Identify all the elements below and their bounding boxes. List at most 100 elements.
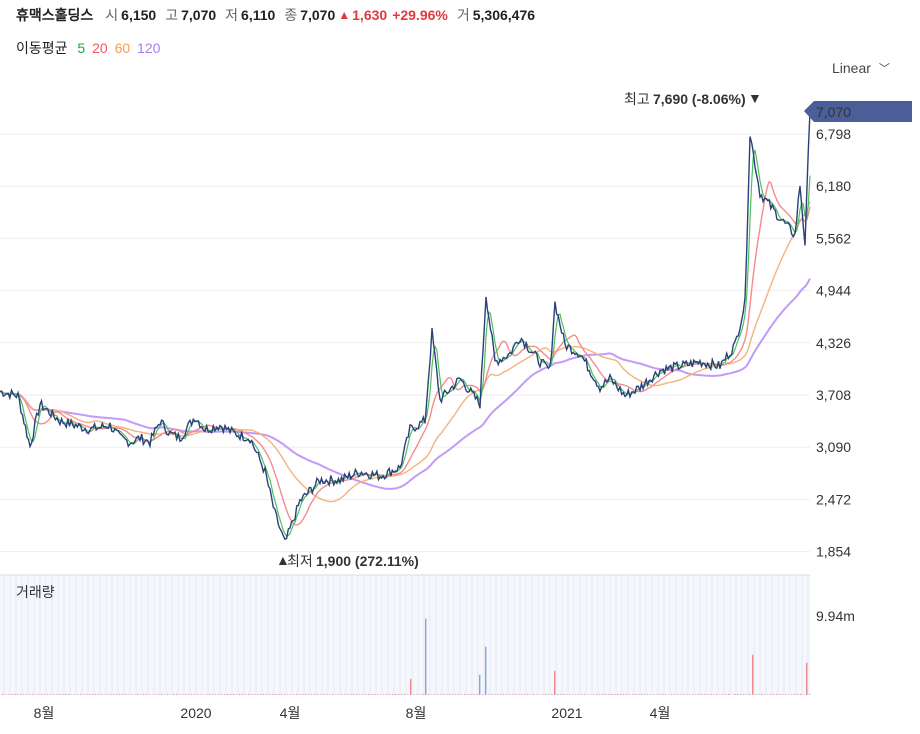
volume-bar bbox=[704, 694, 706, 695]
volume-bar bbox=[44, 694, 46, 695]
ma-20-line bbox=[0, 180, 811, 526]
volume-bar bbox=[650, 694, 652, 695]
volume-bar bbox=[434, 694, 436, 695]
volume-bar bbox=[482, 694, 484, 695]
volume-bar bbox=[26, 694, 28, 695]
volume-bar bbox=[683, 694, 685, 695]
volume-bar bbox=[605, 694, 607, 695]
volume-bar bbox=[485, 646, 487, 695]
volume-bar bbox=[50, 694, 52, 695]
volume-value: 5,306,476 bbox=[472, 7, 536, 23]
volume-bar bbox=[233, 694, 235, 695]
volume-bar bbox=[437, 694, 439, 695]
volume-bar bbox=[803, 694, 805, 695]
volume-bar bbox=[695, 694, 697, 695]
volume-bar bbox=[542, 694, 544, 695]
volume-bar bbox=[272, 694, 274, 695]
volume-bar bbox=[782, 694, 784, 695]
volume-bar bbox=[386, 694, 388, 695]
volume-bar bbox=[11, 694, 13, 695]
volume-bar bbox=[122, 694, 124, 695]
volume-bar bbox=[158, 694, 160, 695]
volume-bar bbox=[449, 694, 451, 695]
volume-bar bbox=[95, 694, 97, 695]
volume-bar bbox=[512, 694, 514, 695]
y-axis: 6,798 6,180 5,562 4,944 4,326 3,708 3,090 2,472… bbox=[816, 126, 851, 560]
volume-bar bbox=[167, 694, 169, 695]
volume-bar bbox=[455, 694, 457, 695]
volume-bar bbox=[458, 694, 460, 695]
volume-bar bbox=[548, 694, 550, 695]
volume-bar bbox=[236, 694, 238, 695]
volume-bar bbox=[146, 694, 148, 695]
volume-bar bbox=[65, 694, 67, 695]
volume-bar bbox=[554, 670, 556, 695]
volume-bar bbox=[212, 694, 214, 695]
volume-max-label: 9.94m bbox=[816, 608, 855, 624]
volume-bar bbox=[557, 694, 559, 695]
y-tick-label: 2,472 bbox=[816, 491, 851, 507]
volume-bars bbox=[2, 618, 811, 695]
volume-bar bbox=[194, 694, 196, 695]
volume-bar bbox=[707, 694, 709, 695]
x-axis: 8월 2020 4월 8월 2021 4월 bbox=[34, 705, 671, 721]
y-tick-label: 6,180 bbox=[816, 178, 851, 194]
volume-bar bbox=[179, 694, 181, 695]
volume-bar bbox=[416, 694, 418, 695]
volume-bar bbox=[701, 694, 703, 695]
ma-20: 20 bbox=[92, 40, 108, 56]
high-annotation-prefix: 최고 bbox=[624, 91, 650, 107]
volume-bar bbox=[206, 694, 208, 695]
volume-bar bbox=[620, 694, 622, 695]
volume-bar bbox=[365, 694, 367, 695]
volume-bar bbox=[155, 694, 157, 695]
volume-bar bbox=[5, 694, 7, 695]
volume-bar bbox=[119, 694, 121, 695]
grid-lines bbox=[0, 133, 810, 553]
volume-bar bbox=[209, 694, 211, 695]
volume-bar bbox=[296, 694, 298, 695]
volume-bar bbox=[389, 694, 391, 695]
volume-bar bbox=[725, 694, 727, 695]
volume-bar bbox=[473, 694, 475, 695]
volume-bar bbox=[284, 694, 286, 695]
volume-bar bbox=[584, 694, 586, 695]
scale-selector[interactable]: Linear ﹀ bbox=[832, 60, 890, 76]
moving-average-legend[interactable]: 이동평균 5 20 60 120 bbox=[16, 38, 163, 58]
volume-bar bbox=[191, 694, 193, 695]
y-tick-label: 6,798 bbox=[816, 126, 851, 142]
volume-bar bbox=[245, 694, 247, 695]
volume-bar bbox=[764, 694, 766, 695]
high-arrow-icon: ▼ bbox=[748, 90, 762, 106]
volume-bar bbox=[53, 694, 55, 695]
volume-bar bbox=[686, 694, 688, 695]
volume-bar bbox=[221, 694, 223, 695]
change-value: 1,630 bbox=[352, 7, 388, 23]
volume-bar bbox=[188, 694, 190, 695]
volume-bar bbox=[563, 694, 565, 695]
y-tick-label: 5,562 bbox=[816, 230, 851, 246]
volume-bar bbox=[344, 694, 346, 695]
volume-bar bbox=[311, 694, 313, 695]
volume-bar bbox=[476, 694, 478, 695]
volume-bar bbox=[341, 694, 343, 695]
volume-bar bbox=[332, 694, 334, 695]
volume-bar bbox=[47, 694, 49, 695]
volume-bar bbox=[410, 678, 412, 695]
volume-bar bbox=[797, 694, 799, 695]
volume-bar bbox=[749, 694, 751, 695]
open-value: 6,150 bbox=[121, 7, 157, 23]
y-tick-label: 3,708 bbox=[816, 387, 851, 403]
volume-bar bbox=[590, 694, 592, 695]
volume-bar bbox=[131, 694, 133, 695]
volume-bar bbox=[788, 694, 790, 695]
volume-bar bbox=[116, 694, 118, 695]
volume-bar bbox=[8, 694, 10, 695]
volume-bar bbox=[173, 694, 175, 695]
ma-120: 120 bbox=[137, 40, 161, 56]
volume-bar bbox=[80, 694, 82, 695]
volume-bar bbox=[92, 694, 94, 695]
volume-bar bbox=[176, 694, 178, 695]
high-annotation-value: 7,690 (-8.06%) bbox=[653, 91, 746, 107]
